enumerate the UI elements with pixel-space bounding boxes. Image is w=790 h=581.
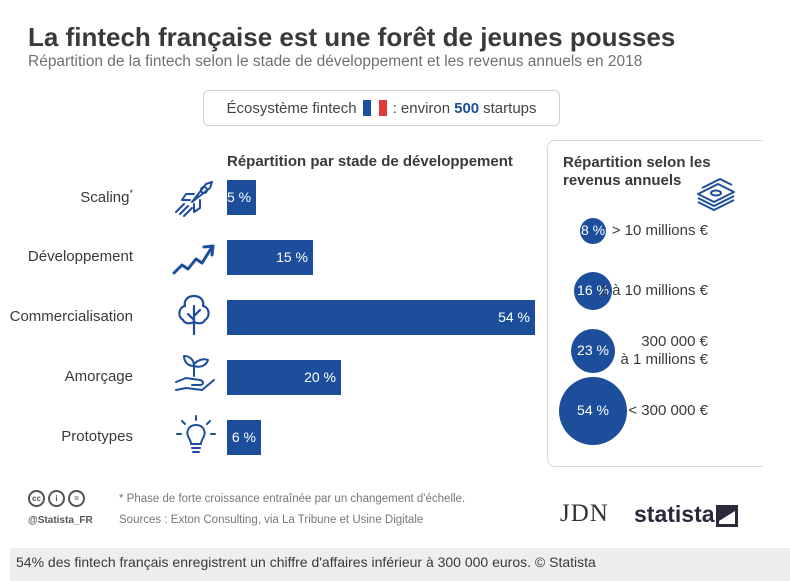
bar-value-label: 54 % bbox=[498, 309, 530, 325]
revenue-range-line: < 300 000 € bbox=[628, 402, 708, 419]
chart-title: La fintech française est une forêt de je… bbox=[28, 22, 676, 52]
revenue-range-label: 300 000 € à 1 millions € bbox=[620, 333, 708, 369]
footnote: * Phase de forte croissance entraînée pa… bbox=[119, 493, 466, 505]
revenue-heading-line: revenus annuels bbox=[563, 172, 682, 189]
revenue-bubble bbox=[580, 218, 606, 244]
revenue-heading-line: Répartition selon les bbox=[563, 154, 711, 171]
dev-stage-heading: Répartition par stade de développement bbox=[227, 153, 513, 170]
revenue-range-label: 1 à 10 millions € bbox=[600, 282, 708, 300]
jdn-logo: JDN bbox=[560, 500, 609, 527]
revenue-bubble bbox=[574, 272, 612, 310]
revenue-range-label: > 10 millions € bbox=[612, 222, 708, 240]
money-stack-icon bbox=[697, 178, 735, 211]
lightbulb-icon bbox=[176, 415, 216, 453]
category-label: Développement bbox=[27, 248, 133, 265]
statista-logo: statista bbox=[634, 501, 715, 527]
image-caption: 54% des fintech français enregistrent un… bbox=[10, 548, 790, 581]
sprout-hand-icon bbox=[175, 355, 215, 391]
chart-subtitle: Répartition de la fintech selon le stade… bbox=[28, 53, 643, 70]
bar bbox=[227, 300, 535, 335]
ecosystem-count: 500 bbox=[454, 99, 480, 117]
bubble-value-label: 8 % bbox=[580, 222, 606, 238]
revenue-range-line: 300 000 € bbox=[641, 333, 708, 350]
bubble-value-label: 54 % bbox=[577, 402, 609, 418]
bar-value-label: 15 % bbox=[276, 249, 308, 265]
tree-icon bbox=[178, 294, 210, 336]
bar bbox=[227, 180, 256, 215]
trend-up-icon bbox=[172, 244, 215, 275]
bar bbox=[227, 240, 313, 275]
revenue-bubble bbox=[559, 377, 627, 445]
attribution-icon: i bbox=[48, 490, 65, 507]
license-icons: cc i = bbox=[28, 490, 85, 507]
ecosystem-suffix: startups bbox=[483, 99, 537, 117]
creative-commons-icon: cc bbox=[28, 490, 45, 507]
bar-value-label: 5 % bbox=[227, 189, 252, 205]
revenue-range-line: à 1 millions € bbox=[620, 351, 708, 368]
revenue-range-label: < 300 000 € bbox=[628, 402, 708, 420]
revenue-range-line: 1 à 10 millions € bbox=[599, 282, 708, 299]
statista-mark-icon bbox=[716, 505, 738, 527]
footnote-mark: * bbox=[129, 188, 133, 198]
revenue-bubble bbox=[571, 329, 615, 373]
bubble-value-label: 23 % bbox=[577, 342, 609, 358]
category-label: Amorçage bbox=[64, 368, 133, 385]
bar-value-label: 6 % bbox=[231, 429, 256, 445]
bar bbox=[227, 420, 261, 455]
france-flag-icon bbox=[362, 100, 387, 116]
category-label: Prototypes bbox=[61, 428, 133, 445]
category-label: Scaling* bbox=[80, 188, 133, 206]
revenue-heading: Répartition selon les revenus annuels bbox=[563, 154, 711, 190]
ecosystem-prefix: Écosystème fintech bbox=[226, 99, 357, 117]
rocket-icon bbox=[175, 181, 213, 217]
no-derivatives-icon: = bbox=[68, 490, 85, 507]
ecosystem-box: Écosystème fintech : environ 500 startup… bbox=[203, 90, 560, 126]
ecosystem-middle: : environ bbox=[392, 99, 451, 117]
category-label: Commercialisation bbox=[9, 308, 133, 325]
bar-value-label: 20 % bbox=[304, 369, 336, 385]
revenue-panel bbox=[547, 140, 763, 467]
infographic-card: La fintech française est une forêt de je… bbox=[9, 22, 763, 527]
sources: Sources : Exton Consulting, via La Tribu… bbox=[119, 514, 424, 526]
bar bbox=[227, 360, 341, 395]
social-handle: @Statista_FR bbox=[28, 515, 93, 526]
revenue-range-line: > 10 millions € bbox=[611, 222, 708, 239]
bubble-value-label: 16 % bbox=[577, 282, 609, 298]
